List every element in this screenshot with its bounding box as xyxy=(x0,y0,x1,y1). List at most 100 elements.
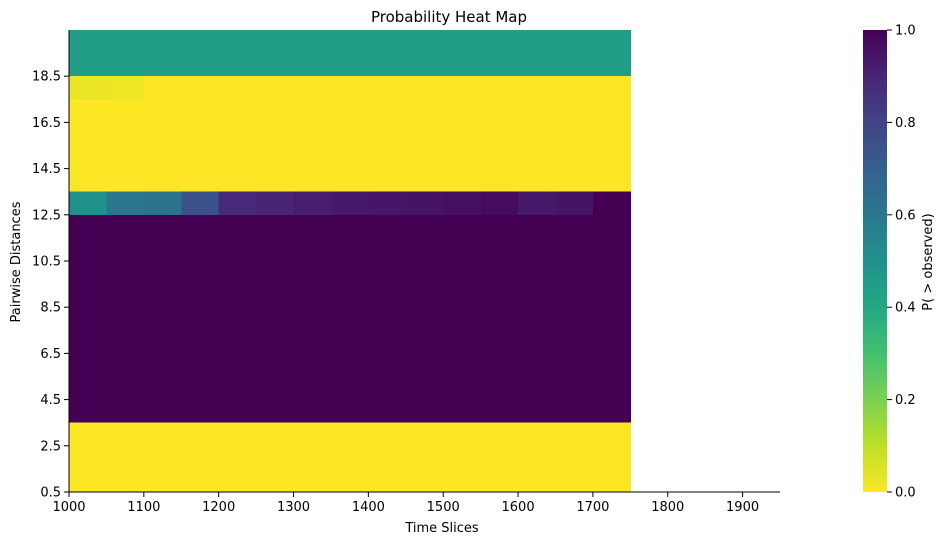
y-tick-label: 10.5 xyxy=(32,255,61,270)
colorbar-tick-label: 0.8 xyxy=(895,116,916,131)
heatmap-cells xyxy=(69,30,631,493)
heatmap-cell xyxy=(555,99,594,193)
heatmap-cell xyxy=(181,76,220,100)
y-tick-label: 4.5 xyxy=(40,393,61,408)
heatmap-cell xyxy=(293,76,332,100)
x-axis-label: Time Slices xyxy=(404,521,479,536)
y-tick-label: 16.5 xyxy=(32,116,61,131)
heatmap-cell xyxy=(480,76,519,100)
y-tick-label: 2.5 xyxy=(40,439,61,454)
heatmap-cell xyxy=(443,214,482,424)
heatmap-cell xyxy=(592,191,631,216)
colorbar-tick-label: 1.0 xyxy=(895,24,916,39)
colorbar-ticks: 0.0 0.2 0.4 0.6 0.8 1.0 xyxy=(887,24,916,501)
colorbar-label: P( > observed) xyxy=(921,213,936,310)
x-tick-label: 1700 xyxy=(576,500,609,515)
heatmap-cell xyxy=(518,214,557,424)
heatmap-cell xyxy=(181,214,220,424)
heatmap-cell xyxy=(443,422,482,493)
y-tick-label: 12.5 xyxy=(32,208,61,223)
x-tick-label: 1900 xyxy=(726,500,759,515)
heatmap-cell xyxy=(405,214,444,424)
heatmap-cell xyxy=(106,214,145,424)
heatmap-cell xyxy=(555,191,594,216)
heatmap-cell xyxy=(443,191,482,216)
heatmap-cell xyxy=(330,30,369,77)
y-axis-label: Pairwise Distances xyxy=(9,201,24,322)
y-axis: 0.5 2.5 4.5 6.5 8.5 10.5 12.5 14.5 16.5 18.5 xyxy=(32,30,70,501)
heatmap-cell xyxy=(443,99,482,193)
heatmap-cell xyxy=(256,76,295,100)
y-tick-label: 6.5 xyxy=(40,347,61,362)
heatmap-cell xyxy=(69,76,108,100)
heatmap-cell xyxy=(143,99,182,193)
heatmap-cell xyxy=(555,422,594,493)
heatmap-cell xyxy=(592,76,631,100)
y-tick-label: 8.5 xyxy=(40,301,61,316)
colorbar-tick-label: 0.4 xyxy=(895,301,916,316)
heatmap-cell xyxy=(293,191,332,216)
heatmap-cell xyxy=(69,214,108,424)
heatmap-cell xyxy=(143,422,182,493)
x-tick-label: 1500 xyxy=(427,500,460,515)
heatmap-cell xyxy=(518,422,557,493)
heatmap-cell xyxy=(368,76,407,100)
y-tick-label: 14.5 xyxy=(32,162,61,177)
heatmap-cell xyxy=(218,30,257,77)
heatmap-cell xyxy=(330,191,369,216)
heatmap-cell xyxy=(69,99,108,193)
heatmap-cell xyxy=(368,191,407,216)
heatmap-cell xyxy=(480,422,519,493)
heatmap-cell xyxy=(69,30,108,77)
heatmap-cell xyxy=(330,99,369,193)
heatmap-cell xyxy=(218,76,257,100)
heatmap-cell xyxy=(368,30,407,77)
heatmap-cell xyxy=(181,422,220,493)
heatmap-cell xyxy=(106,30,145,77)
colorbar-tick-label: 0.0 xyxy=(895,486,916,501)
heatmap-cell xyxy=(106,99,145,193)
heatmap-cell xyxy=(405,30,444,77)
x-axis: 1000 1100 1200 1300 1400 1500 1600 1700 1800 1900 xyxy=(52,491,780,515)
chart-title: Probability Heat Map xyxy=(371,8,527,26)
heatmap-cell xyxy=(480,214,519,424)
heatmap-cell xyxy=(555,76,594,100)
heatmap-cell xyxy=(592,422,631,493)
heatmap-cell xyxy=(256,30,295,77)
heatmap-cell xyxy=(480,30,519,77)
heatmap-cell xyxy=(330,422,369,493)
heatmap-cell xyxy=(330,214,369,424)
heatmap-cell xyxy=(256,422,295,493)
heatmap-cell xyxy=(480,99,519,193)
heatmap-cell xyxy=(106,191,145,216)
heatmap-cell xyxy=(518,30,557,77)
colorbar-tick-label: 0.2 xyxy=(895,393,916,408)
heatmap-cell xyxy=(256,214,295,424)
colorbar: 0.0 0.2 0.4 0.6 0.8 1.0 P( > observed) xyxy=(863,24,936,501)
x-tick-label: 1200 xyxy=(202,500,235,515)
heatmap-cell xyxy=(69,422,108,493)
x-tick-label: 1600 xyxy=(502,500,535,515)
heatmap-cell xyxy=(143,76,182,100)
heatmap-cell xyxy=(143,214,182,424)
heatmap-cell xyxy=(218,214,257,424)
heatmap-cell xyxy=(518,191,557,216)
heatmap-cell xyxy=(405,76,444,100)
x-tick-label: 1400 xyxy=(352,500,385,515)
heatmap-cell xyxy=(592,99,631,193)
heatmap-cell xyxy=(405,99,444,193)
heatmap-cell xyxy=(106,422,145,493)
heatmap-cell xyxy=(555,30,594,77)
heatmap-cell xyxy=(181,99,220,193)
heatmap-cell xyxy=(143,30,182,77)
heatmap-cell xyxy=(218,422,257,493)
heatmap-cell xyxy=(181,191,220,216)
heatmap-cell xyxy=(293,99,332,193)
x-tick-label: 1800 xyxy=(651,500,684,515)
x-tick-label: 1100 xyxy=(127,500,160,515)
heatmap-cell xyxy=(405,422,444,493)
heatmap-cell xyxy=(143,191,182,216)
heatmap-cell xyxy=(218,191,257,216)
heatmap-cell xyxy=(368,99,407,193)
